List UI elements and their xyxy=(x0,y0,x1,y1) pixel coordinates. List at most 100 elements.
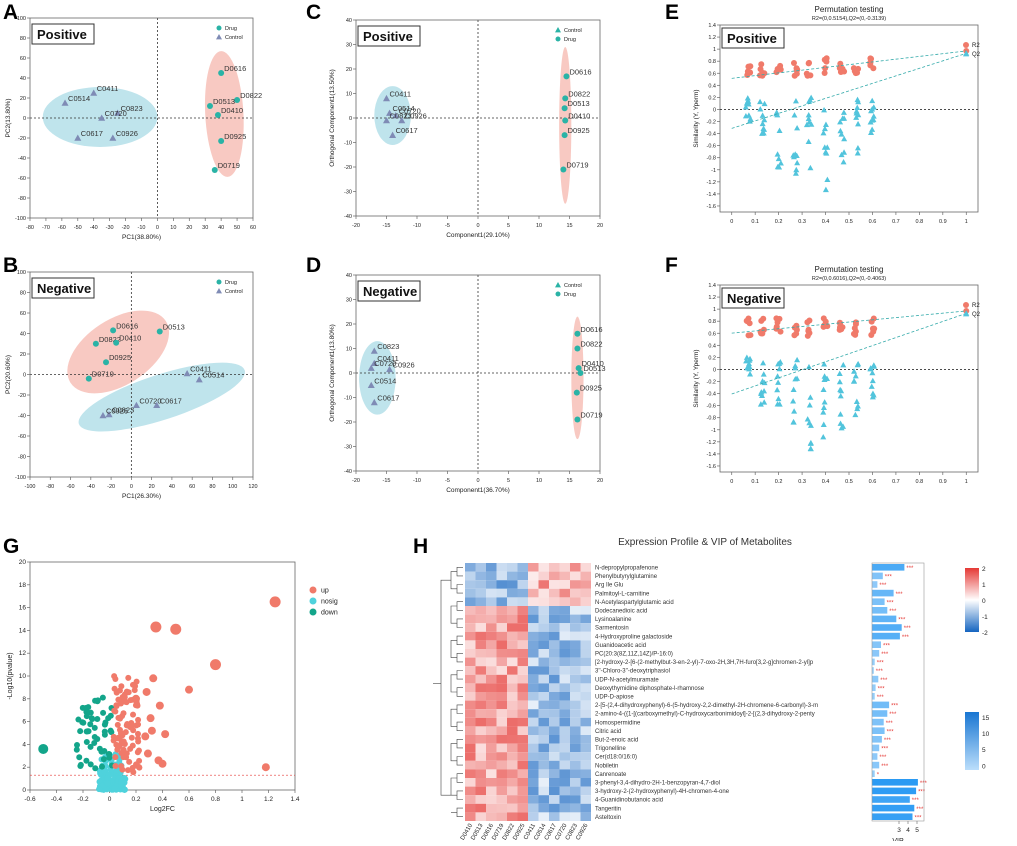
significance-stars: *** xyxy=(912,798,920,804)
vip-scale-tick: 10 xyxy=(982,731,990,738)
x-tick-label: 5 xyxy=(507,223,510,229)
q2-permutation-point xyxy=(867,365,874,372)
heatmap-cell xyxy=(465,597,476,606)
heatmap-cell xyxy=(465,657,476,667)
up-point xyxy=(131,687,138,694)
x-tick-label: -0.6 xyxy=(24,796,36,803)
x-tick-label: -5 xyxy=(445,223,450,229)
panel-b: -100 -80 -60 -40 -20 0 20 40 60 80 100 120 -100 -80 -6… xyxy=(5,270,258,500)
q2-permutation-point xyxy=(821,125,828,132)
control-point xyxy=(114,109,122,116)
heatmap-cell xyxy=(507,683,518,692)
heatmap-cell xyxy=(580,580,591,589)
q2-permutation-point xyxy=(869,369,876,376)
r2-permutation-point xyxy=(806,317,813,324)
q2-permutation-point xyxy=(821,107,828,113)
x-tick-label: -20 xyxy=(352,223,360,229)
q2-permutation-point xyxy=(854,361,861,368)
heatmap-cell xyxy=(465,769,476,778)
y-axis-label: PC2(20.60%) xyxy=(5,355,12,394)
heatmap-cell xyxy=(475,778,486,787)
r2-permutation-point xyxy=(852,319,859,326)
heatmap-cell xyxy=(559,769,570,778)
plot-frame xyxy=(719,24,979,213)
sample-label: C0823 xyxy=(390,111,412,120)
q2-permutation-point xyxy=(870,113,877,119)
up-point xyxy=(111,707,118,714)
heatmap-cell xyxy=(517,588,528,598)
x-tick-label: 40 xyxy=(218,225,224,231)
heatmap-cell xyxy=(507,588,518,598)
sample-label: C0514 xyxy=(202,371,224,380)
heatmap-cell xyxy=(580,812,591,821)
x-tick-label: 0.3 xyxy=(798,219,806,225)
legend-control-marker xyxy=(216,34,222,40)
heatmap-cell xyxy=(528,735,539,744)
heatmap-cell xyxy=(549,709,560,718)
heatmap-cell xyxy=(496,760,507,770)
up-point xyxy=(112,754,119,761)
x-tick-label: -10 xyxy=(138,225,146,231)
heatmap-cell xyxy=(559,752,570,761)
q2-permutation-point xyxy=(840,159,847,165)
vip-bar xyxy=(872,761,880,769)
up-point xyxy=(112,675,119,682)
heatmap-cell xyxy=(475,588,486,598)
q2-permutation-point xyxy=(837,392,844,399)
heatmap-cell xyxy=(496,795,507,804)
y-tick-label: 0 xyxy=(713,367,716,373)
vip-bar xyxy=(872,727,885,734)
down-point xyxy=(87,761,94,768)
sample-label: C0617 xyxy=(377,393,399,402)
heatmap-cell xyxy=(559,666,570,675)
drug-point xyxy=(206,103,213,109)
legend-drug-marker xyxy=(555,36,561,42)
metabolite-label: N-Acetylaspartylglutamic acid xyxy=(595,600,674,606)
metabolite-label: But-2-enoic acid xyxy=(595,738,638,744)
heatmap-cell xyxy=(507,760,518,770)
heatmap-cell xyxy=(517,735,528,744)
panel-letter-e: E xyxy=(665,1,679,24)
q2-permutation-point xyxy=(851,368,858,374)
heatmap-cell xyxy=(486,803,497,813)
heatmap-cell xyxy=(496,812,507,821)
q2-permutation-point xyxy=(774,151,781,157)
heatmap-cell xyxy=(528,674,539,684)
q2-permutation-point xyxy=(820,130,827,136)
r2-permutation-point xyxy=(821,69,828,76)
y-tick-label: 10 xyxy=(346,347,352,353)
heatmap-cell xyxy=(486,692,497,701)
q2-permutation-point xyxy=(870,104,877,110)
heatmap-cell xyxy=(465,812,476,821)
legend-r2-marker xyxy=(963,42,969,48)
legend-drug-marker xyxy=(216,279,222,285)
y-tick-label: 100 xyxy=(17,270,26,276)
heatmap-cell xyxy=(549,769,560,778)
heatmap-cell xyxy=(549,786,560,796)
x-tick-label: 0.1 xyxy=(751,479,759,485)
heatmap-cell xyxy=(475,803,486,813)
heatmap-cell xyxy=(538,795,549,804)
heatmap-cell xyxy=(486,606,497,615)
heatmap-cell xyxy=(475,666,486,675)
q2-permutation-point xyxy=(760,371,767,377)
sample-label: C0411 xyxy=(390,89,412,98)
q2-permutation-point xyxy=(807,445,814,451)
heatmap-cell xyxy=(559,786,570,796)
heatmap-cell xyxy=(570,803,581,813)
down-point xyxy=(94,715,101,722)
down-point xyxy=(98,763,105,770)
heatmap-cell xyxy=(517,649,528,658)
significance-stars: *** xyxy=(904,626,912,632)
up-point-large xyxy=(141,732,150,741)
heatmap-cell xyxy=(465,709,476,718)
q2-permutation-point xyxy=(757,98,764,105)
heatmap-cell xyxy=(486,563,497,572)
y-tick-label: -0.8 xyxy=(707,416,716,422)
q2-permutation-point xyxy=(840,423,847,429)
heatmap-cell xyxy=(528,700,539,710)
x-tick-label: 15 xyxy=(566,223,572,229)
x-axis-label: Log2FC xyxy=(150,806,175,813)
heatmap-cell xyxy=(549,623,560,632)
